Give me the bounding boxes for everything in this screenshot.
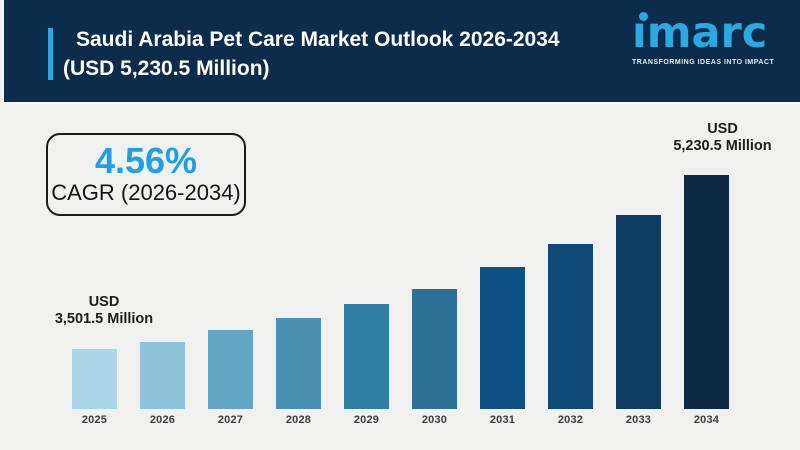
bar-column-2032: 2032 xyxy=(548,244,593,426)
logo-i-dot-icon xyxy=(639,12,648,21)
x-axis-label-2034: 2034 xyxy=(693,414,720,426)
bar-2029 xyxy=(344,304,389,409)
bar-2032 xyxy=(548,244,593,409)
bar-column-2029: 2029 xyxy=(344,304,389,426)
x-axis-label-2027: 2027 xyxy=(217,414,244,426)
start-value-amount: 3,501.5 Million xyxy=(54,311,154,327)
title-accent-bar xyxy=(48,28,53,80)
bar-2034 xyxy=(684,175,729,409)
bar-2028 xyxy=(276,318,321,409)
bar-2026 xyxy=(140,342,185,409)
header: Saudi Arabia Pet Care Market Outlook 202… xyxy=(4,0,800,104)
x-axis-label-2031: 2031 xyxy=(489,414,516,426)
x-axis-label-2026: 2026 xyxy=(149,414,176,426)
end-value-amount: 5,230.5 Million xyxy=(673,138,772,154)
x-axis-label-2029: 2029 xyxy=(353,414,380,426)
title-line-2: (USD 5,230.5 Million) xyxy=(63,57,270,80)
bar-column-2026: 2026 xyxy=(140,342,185,426)
logo-tagline: TRANSFORMING IDEAS INTO IMPACT xyxy=(632,59,775,66)
bar-2027 xyxy=(208,330,253,409)
x-axis-label-2025: 2025 xyxy=(81,414,108,426)
start-value-label: USD 3,501.5 Million xyxy=(37,294,171,328)
bar-2030 xyxy=(412,289,457,409)
bar-2031 xyxy=(480,267,525,409)
imarc-logo: ımarc TRANSFORMING IDEAS INTO IMPACT xyxy=(628,6,794,66)
bar-column-2033: 2033 xyxy=(616,215,661,426)
title-line-1: Saudi Arabia Pet Care Market Outlook 202… xyxy=(76,28,560,51)
bar-column-2031: 2031 xyxy=(480,267,525,426)
end-value-label: USD 5,230.5 Million xyxy=(655,121,790,155)
bar-2025 xyxy=(72,349,117,409)
bar-column-2034: 2034 xyxy=(684,175,729,426)
bar-column-2030: 2030 xyxy=(412,289,457,426)
bar-2033 xyxy=(616,215,661,409)
end-value-currency: USD xyxy=(707,121,738,137)
x-axis-label-2030: 2030 xyxy=(421,414,448,426)
cagr-value: 4.56% xyxy=(94,139,198,181)
cagr-box: 4.56% CAGR (2026-2034) xyxy=(46,133,246,216)
start-value-currency: USD xyxy=(88,294,120,310)
cagr-label: CAGR (2026-2034) xyxy=(51,180,241,206)
bar-chart: 2025 2026 2027 2028 2029 2030 2031 2032 2033 2034 xyxy=(72,175,729,426)
x-axis-label-2028: 2028 xyxy=(285,414,312,426)
x-axis-label-2033: 2033 xyxy=(625,414,652,426)
bar-column-2025: 2025 xyxy=(72,349,117,426)
bar-column-2028: 2028 xyxy=(276,318,321,426)
x-axis-label-2032: 2032 xyxy=(557,414,584,426)
logo-wordmark: ımarc xyxy=(632,8,768,58)
bar-column-2027: 2027 xyxy=(208,330,253,426)
page-title: Saudi Arabia Pet Care Market Outlook 202… xyxy=(63,25,560,83)
